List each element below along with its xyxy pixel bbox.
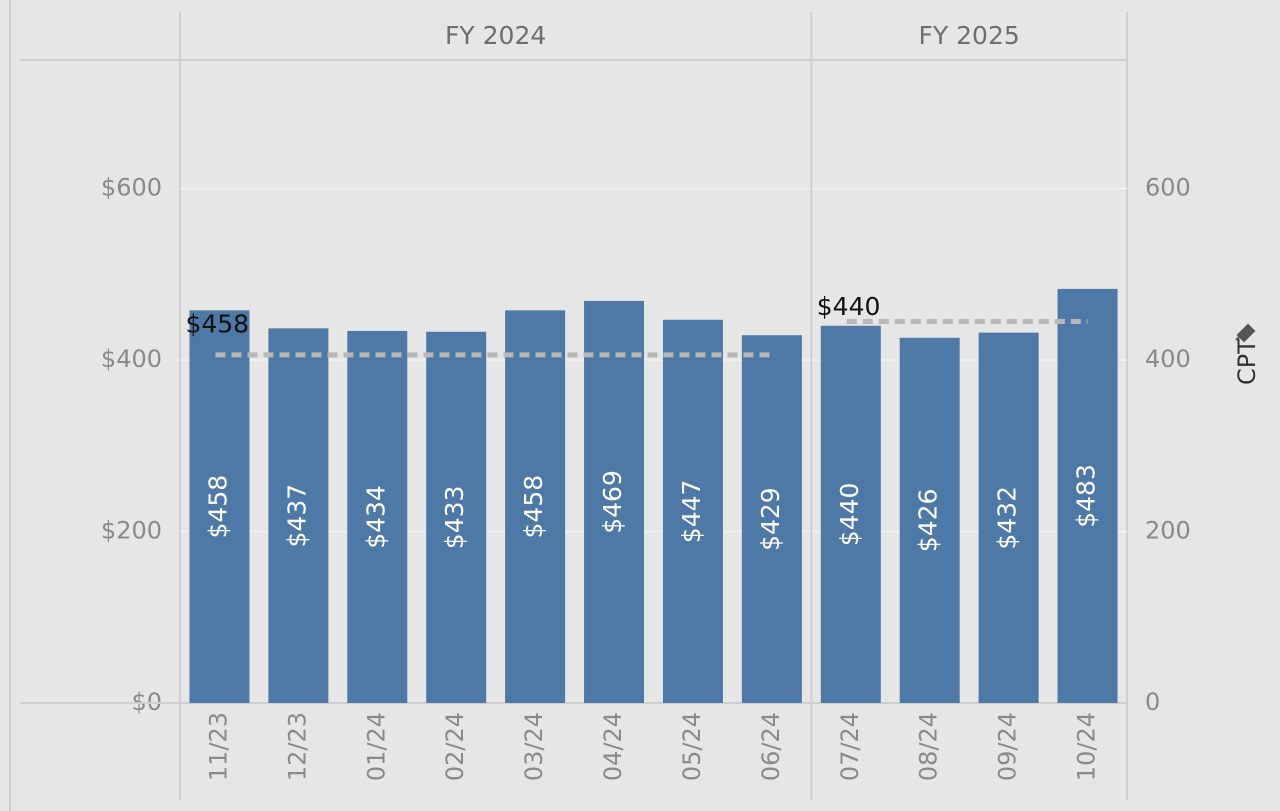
value-label: $458 [203, 475, 232, 539]
x-tick-label: 06/24 [757, 712, 785, 781]
x-tick-label: 10/24 [1073, 712, 1101, 781]
x-tick-label: 05/24 [678, 712, 706, 781]
x-tick-label: 04/24 [599, 712, 627, 781]
value-label: $440 [835, 483, 864, 547]
bar [1057, 288, 1118, 703]
y2-tick-label: 400 [1145, 345, 1191, 373]
bar [505, 310, 566, 703]
x-tick-label: 07/24 [836, 712, 864, 781]
x-tick-label: 12/23 [283, 712, 311, 781]
bar [662, 319, 723, 703]
value-label: $426 [914, 489, 943, 553]
value-label: $447 [677, 480, 706, 544]
bar [189, 310, 250, 703]
y2-tick-label: 200 [1145, 517, 1191, 545]
group-header: FY 2024 [445, 21, 546, 50]
y2-axis-title: CPT [1233, 339, 1261, 385]
y-tick-label: $200 [101, 517, 162, 545]
bar [978, 332, 1039, 703]
annotation: $458 [185, 309, 249, 338]
group-header: FY 2025 [919, 21, 1020, 50]
x-tick-label: 11/23 [204, 712, 232, 781]
annotation: $440 [817, 292, 881, 321]
y-tick-label: $400 [101, 345, 162, 373]
y2-tick-label: 600 [1145, 174, 1191, 202]
value-label: $469 [598, 470, 627, 534]
x-tick-label: 02/24 [441, 712, 469, 781]
x-tick-label: 09/24 [994, 712, 1022, 781]
pin-icon [1235, 323, 1256, 343]
value-label: $483 [1072, 464, 1101, 528]
value-label: $458 [519, 475, 548, 539]
bar [347, 330, 408, 703]
bar [741, 335, 802, 703]
bar [426, 331, 487, 703]
bar [820, 325, 881, 703]
x-tick-label: 01/24 [362, 712, 390, 781]
value-label: $432 [993, 486, 1022, 550]
y-tick-label: $600 [101, 174, 162, 202]
value-label: $433 [440, 486, 469, 550]
value-label: $437 [282, 484, 311, 548]
value-label: $434 [361, 485, 390, 549]
y2-tick-label: 0 [1145, 688, 1160, 716]
bar [268, 328, 329, 703]
bar [584, 300, 645, 703]
value-label: $429 [756, 487, 785, 551]
x-tick-label: 08/24 [915, 712, 943, 781]
bar [899, 337, 960, 703]
x-tick-label: 03/24 [520, 712, 548, 781]
